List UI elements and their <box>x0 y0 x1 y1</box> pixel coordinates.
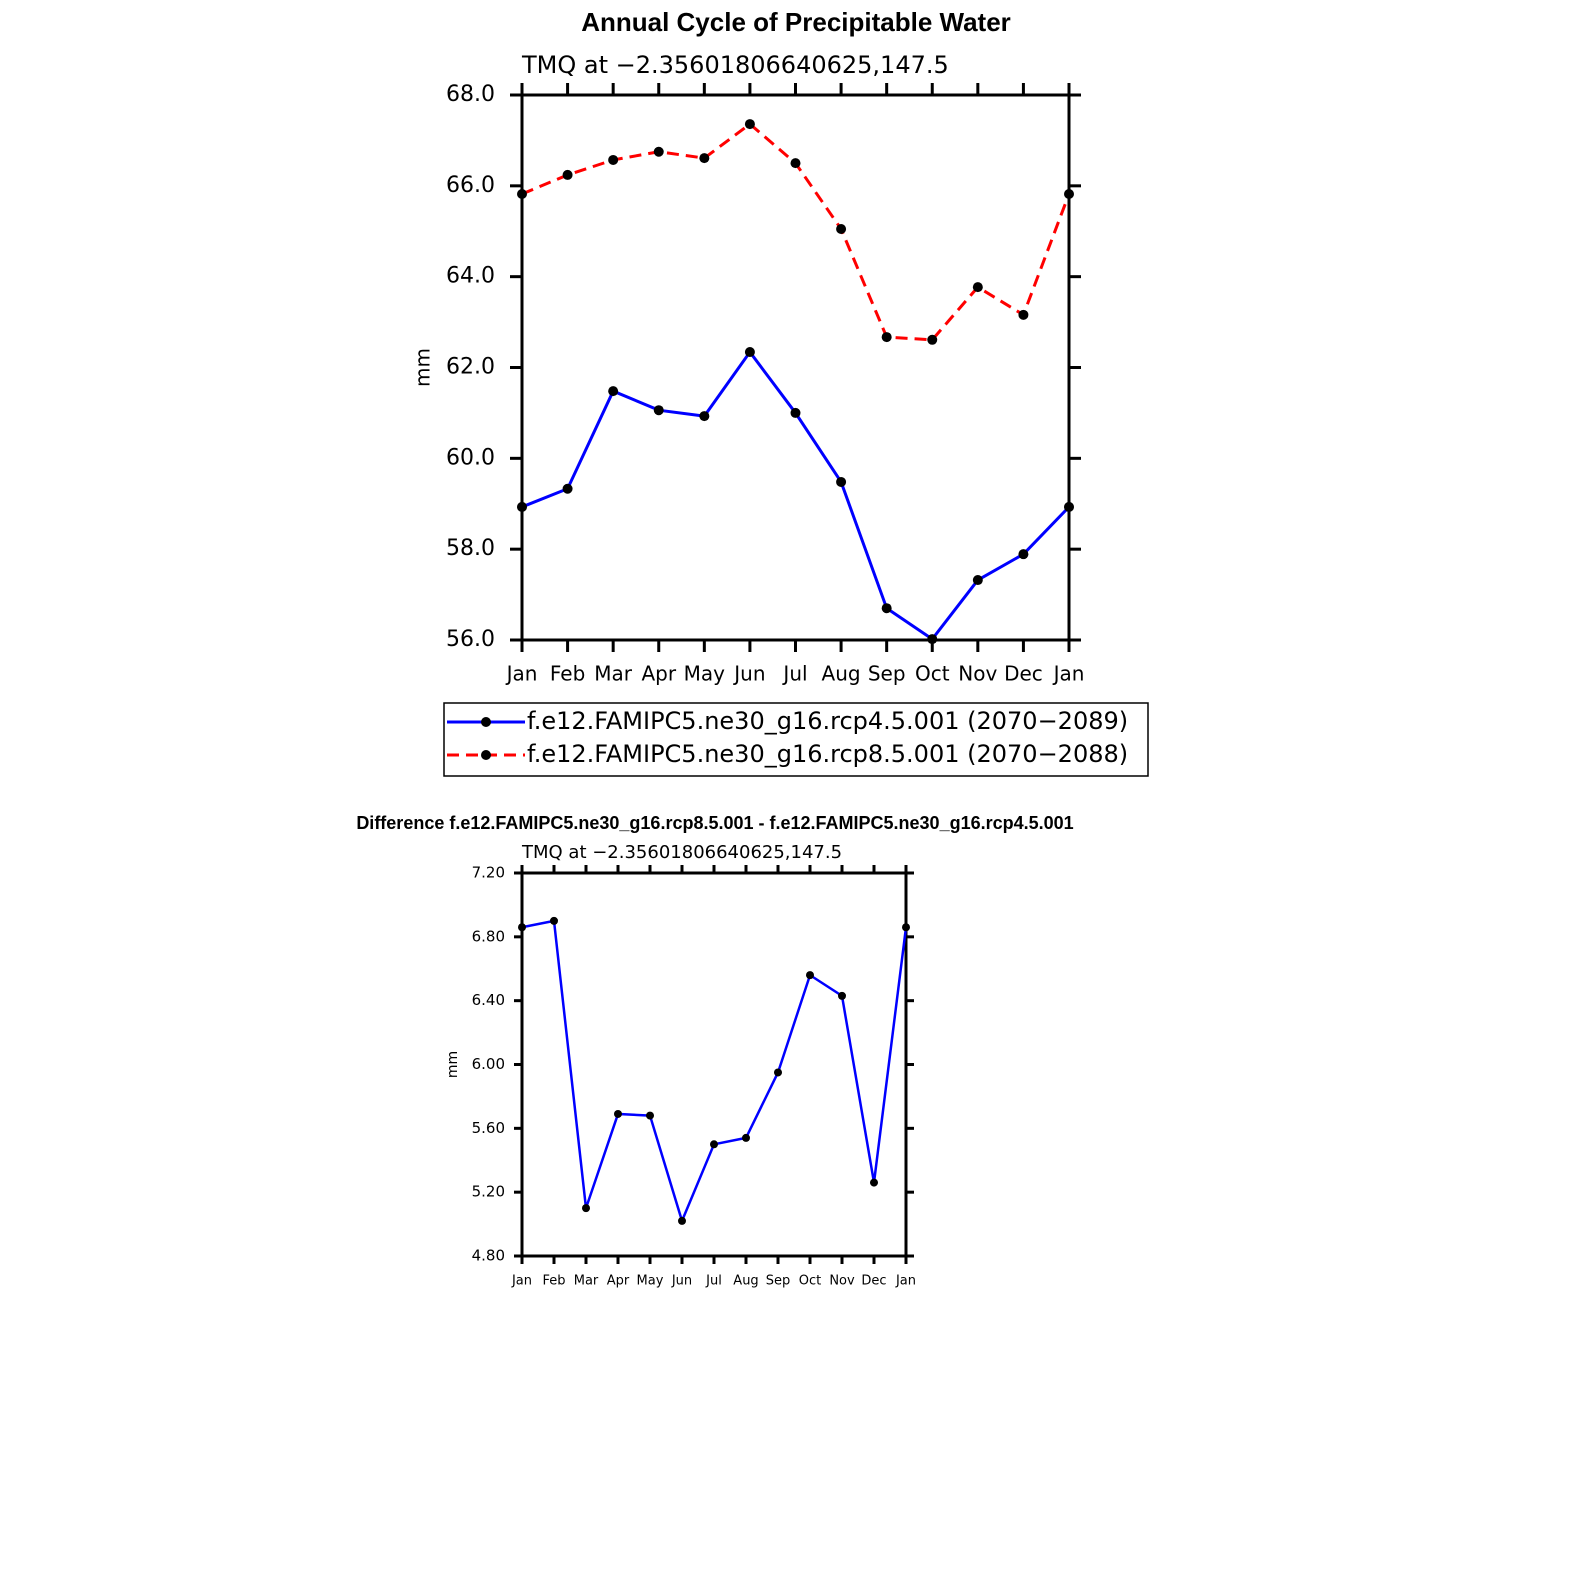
legend-label: f.e12.FAMIPC5.ne30_g16.rcp4.5.001 (2070−… <box>527 707 1128 735</box>
data-marker <box>836 223 847 234</box>
y-tick-label: 66.0 <box>446 173 495 198</box>
plot-frame <box>520 871 908 1258</box>
x-tick-label: Mar <box>594 662 633 686</box>
data-marker <box>1018 549 1029 560</box>
y-tick-label: 6.00 <box>472 1055 505 1073</box>
data-marker <box>710 1140 718 1149</box>
data-marker <box>927 634 938 645</box>
plot-frame <box>520 93 1071 642</box>
y-tick-label: 6.40 <box>472 991 505 1009</box>
data-marker <box>836 476 847 487</box>
data-line <box>521 349 1071 642</box>
data-marker <box>614 1109 622 1118</box>
data-marker <box>972 575 983 586</box>
data-marker <box>744 119 755 130</box>
x-tick-label: May <box>637 1274 664 1289</box>
legend-marker <box>481 717 491 727</box>
data-marker <box>517 501 527 512</box>
data-marker <box>927 334 938 345</box>
data-marker <box>972 282 983 293</box>
data-marker <box>1064 189 1074 200</box>
y-tick-label: 64.0 <box>446 264 495 289</box>
data-marker <box>744 347 755 358</box>
y-tick-label: 4.80 <box>472 1247 505 1265</box>
chart-subtitle: TMQ at −2.35601806640625,147.5 <box>521 51 949 79</box>
data-marker <box>838 991 846 1000</box>
x-tick-label: Jan <box>505 662 538 686</box>
legend-box <box>443 702 1149 777</box>
x-tick-label: Sep <box>868 662 906 686</box>
x-tick-label: Nov <box>829 1274 855 1289</box>
data-marker <box>608 386 619 397</box>
x-tick-label: Dec <box>861 1274 886 1289</box>
x-tick-label: Nov <box>958 662 997 686</box>
data-marker <box>902 923 910 932</box>
data-line <box>521 122 1071 342</box>
x-tick-label: Jan <box>511 1274 532 1289</box>
data-marker <box>742 1133 750 1142</box>
x-tick-label: Mar <box>574 1274 599 1289</box>
chart-subtitle: TMQ at −2.35601806640625,147.5 <box>521 842 842 863</box>
data-marker <box>790 407 801 418</box>
y-axis-label: mm <box>445 1051 461 1078</box>
x-tick-label: Feb <box>550 662 585 686</box>
data-marker <box>678 1216 686 1225</box>
data-marker <box>1018 309 1029 320</box>
y-tick-label: 58.0 <box>446 536 495 561</box>
data-line <box>521 919 908 1225</box>
x-tick-label: Jan <box>895 1274 916 1289</box>
x-tick-label: Aug <box>822 662 861 686</box>
x-tick-label: Jan <box>1052 662 1085 686</box>
x-tick-label: Jun <box>671 1274 692 1289</box>
data-marker <box>550 916 558 925</box>
data-marker <box>790 158 801 169</box>
chart-title: Annual Cycle of Precipitable Water <box>581 7 1011 37</box>
y-tick-label: 7.20 <box>472 864 505 882</box>
data-marker <box>881 332 892 343</box>
data-marker <box>699 411 710 422</box>
data-marker <box>1064 501 1074 512</box>
y-tick-label: 56.0 <box>446 627 495 652</box>
data-marker <box>562 169 573 180</box>
legend-label: f.e12.FAMIPC5.ne30_g16.rcp8.5.001 (2070−… <box>527 740 1128 768</box>
x-tick-label: Oct <box>915 662 950 686</box>
data-marker <box>774 1068 782 1077</box>
x-tick-label: Jul <box>705 1274 722 1289</box>
data-marker <box>699 153 710 164</box>
legend-marker <box>481 750 491 760</box>
chart-title: Difference f.e12.FAMIPC5.ne30_g16.rcp8.5… <box>356 813 1073 833</box>
data-marker <box>608 154 619 165</box>
y-tick-label: 62.0 <box>446 355 495 380</box>
data-marker <box>517 189 527 200</box>
x-tick-label: Jul <box>781 662 807 686</box>
data-marker <box>582 1204 590 1213</box>
x-tick-label: Apr <box>641 662 676 686</box>
data-marker <box>653 146 664 157</box>
x-tick-label: Sep <box>766 1274 791 1289</box>
data-marker <box>653 405 664 416</box>
data-marker <box>881 603 892 614</box>
x-tick-label: Oct <box>799 1274 821 1289</box>
x-tick-label: Apr <box>607 1274 630 1289</box>
data-marker <box>870 1178 878 1187</box>
y-tick-label: 6.80 <box>472 927 505 945</box>
x-tick-label: Feb <box>542 1274 565 1289</box>
y-tick-label: 60.0 <box>446 445 495 470</box>
x-tick-label: Dec <box>1004 662 1043 686</box>
data-marker <box>562 483 573 494</box>
data-marker <box>646 1111 654 1120</box>
x-tick-label: May <box>684 662 726 686</box>
y-tick-label: 5.60 <box>472 1119 505 1137</box>
y-tick-label: 5.20 <box>472 1183 505 1201</box>
data-marker <box>518 923 526 932</box>
y-tick-label: 68.0 <box>446 82 495 107</box>
data-marker <box>806 971 814 980</box>
x-tick-label: Jun <box>732 662 765 686</box>
x-tick-label: Aug <box>733 1274 758 1289</box>
y-axis-label: mm <box>411 348 435 387</box>
